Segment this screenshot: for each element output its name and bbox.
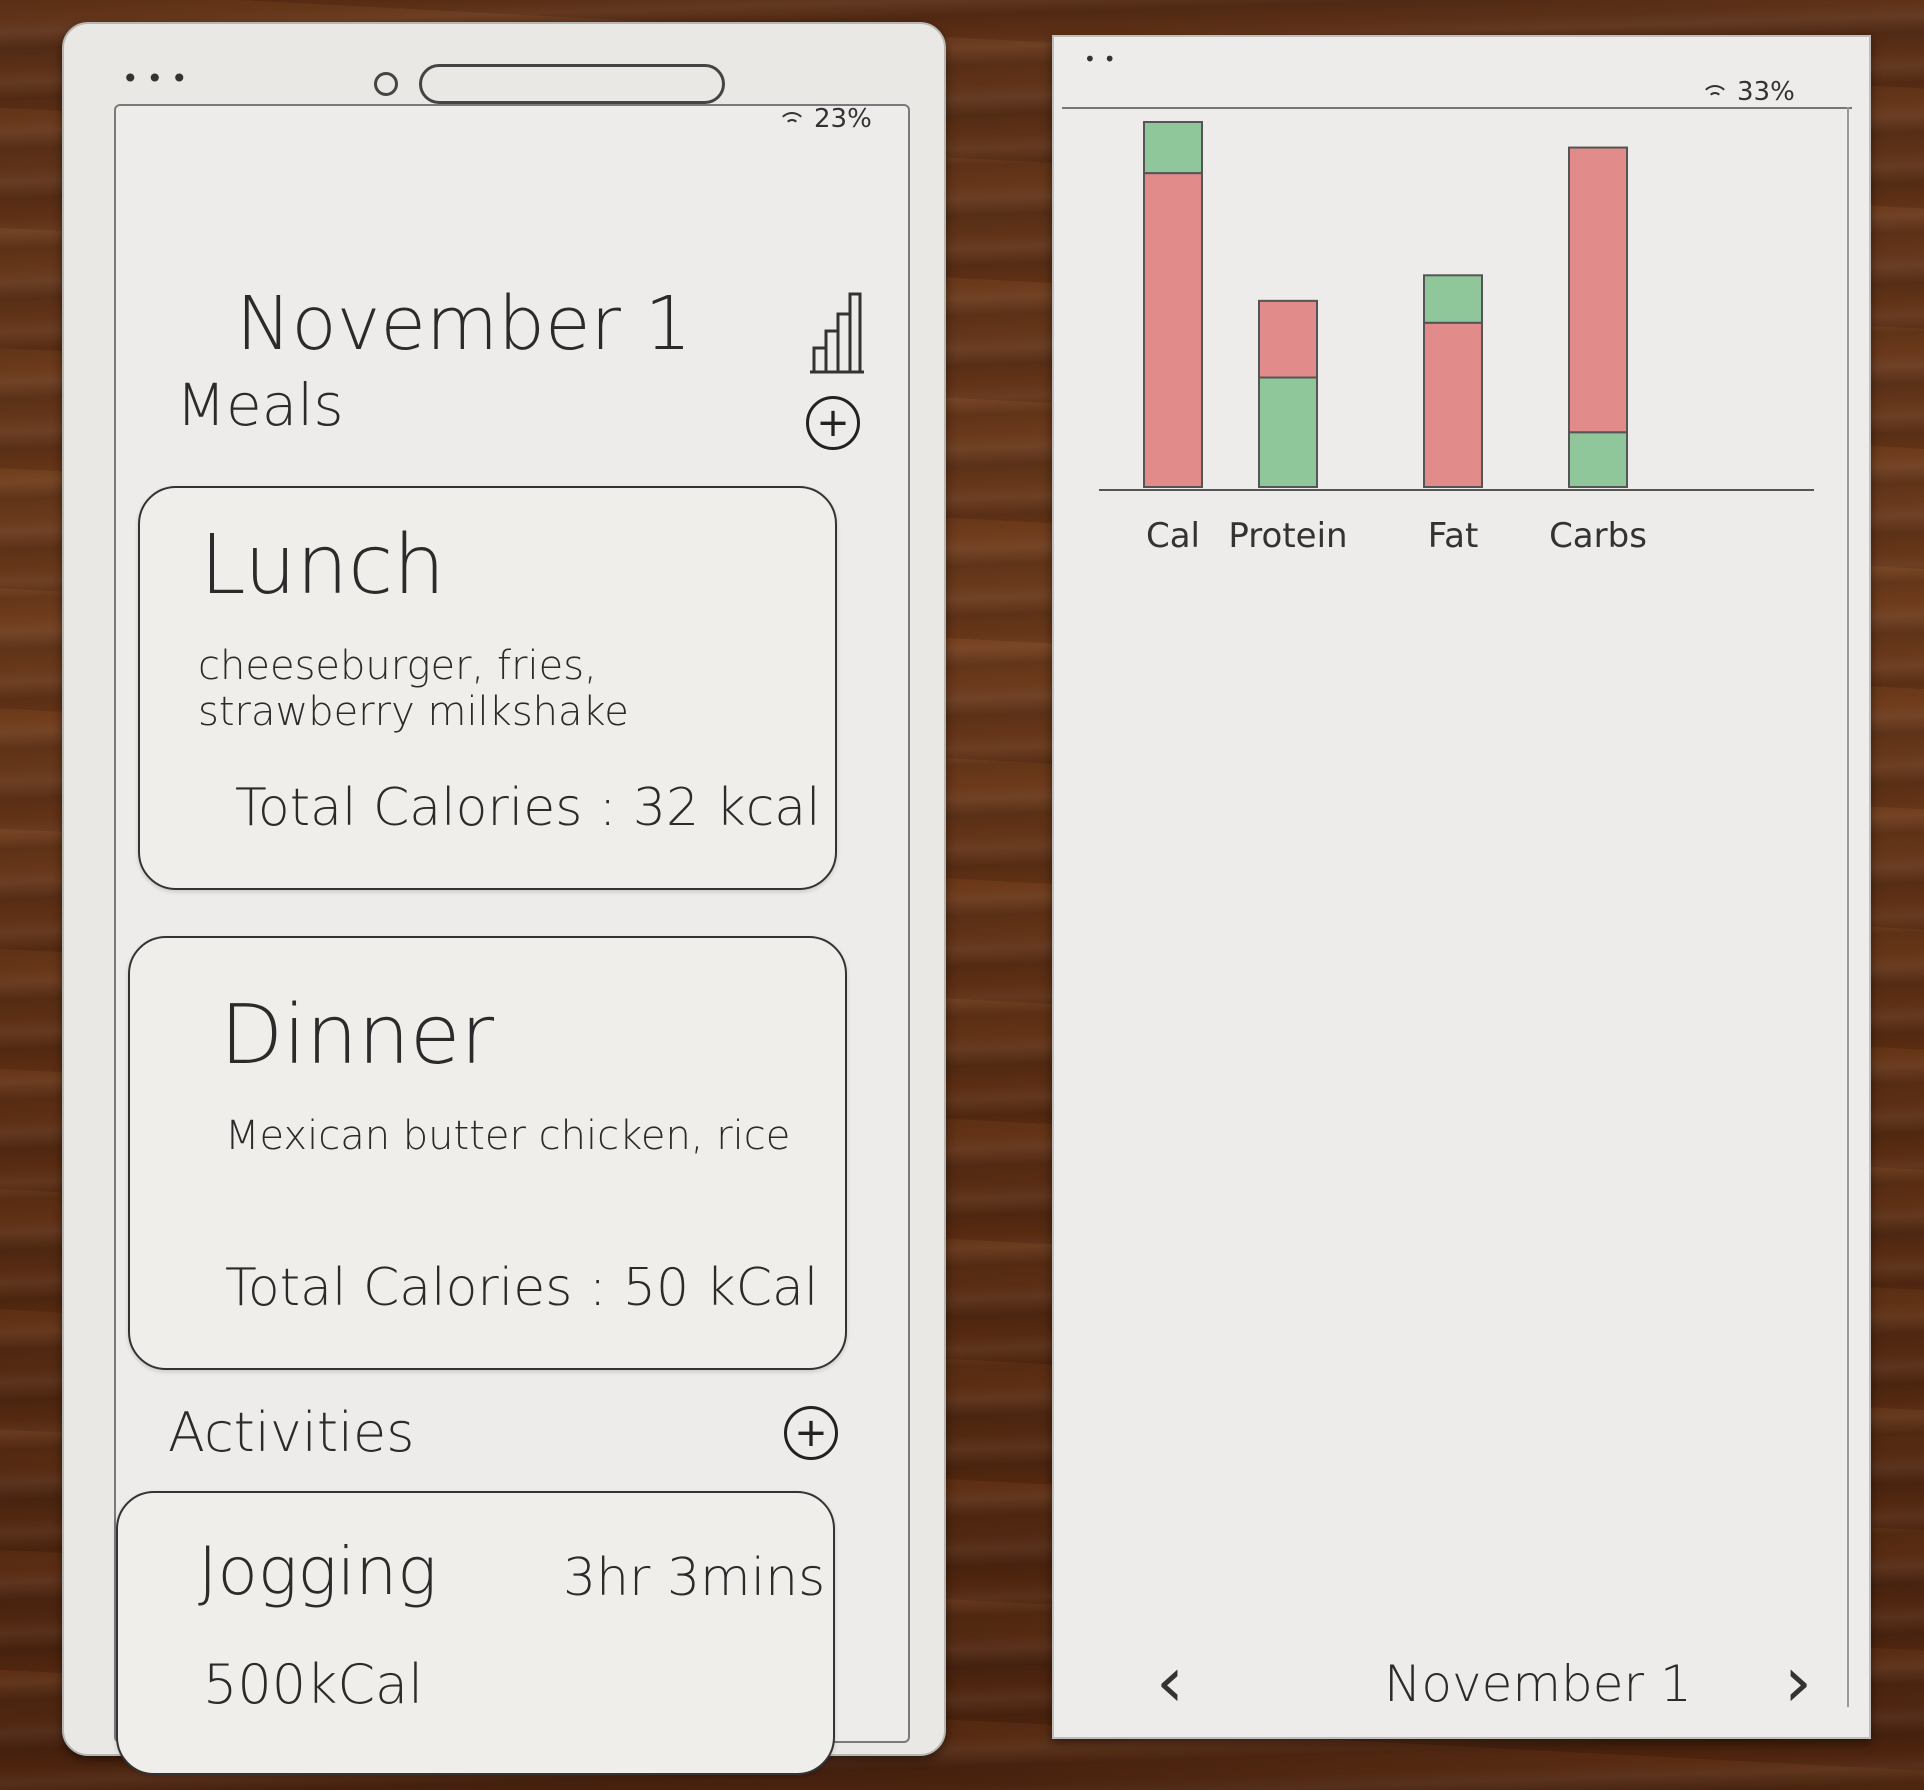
date-label: November 1 — [1384, 1655, 1692, 1713]
page-title: November 1 — [236, 281, 692, 367]
x-tick-label: Fat — [1428, 516, 1479, 556]
meal-total-calories: Total Calories : 32 kcal — [235, 778, 821, 838]
meals-heading: Meals — [176, 371, 344, 439]
add-activity-button[interactable]: + — [784, 1406, 838, 1460]
date-navigation: ‹ November 1 › — [1114, 1647, 1834, 1727]
status-bar: 23% — [776, 104, 872, 134]
meal-card-lunch[interactable]: Lunch cheeseburger, fries, strawberry mi… — [138, 486, 837, 890]
meal-description: cheeseburger, fries, strawberry milkshak… — [198, 643, 629, 735]
camera-icon — [374, 72, 398, 96]
bar-segment-protein-0 — [1258, 299, 1318, 379]
header-divider — [1062, 107, 1852, 109]
meal-description: Mexican butter chicken, rice — [225, 1113, 791, 1159]
nutrition-bar-chart: Cal Protein Fat Carbs — [1099, 121, 1814, 556]
bar-chart-icon[interactable] — [806, 286, 866, 376]
screen-area: 23% November 1 Meals + Lunch cheeseburge… — [114, 104, 910, 1775]
phone-screen-nutrition-chart: •• 33% Cal Protein Fat Carbs ‹ November 1 › — [1052, 35, 1871, 1739]
screen-edge — [1847, 107, 1849, 1707]
chevron-right-icon[interactable]: › — [1784, 1641, 1812, 1723]
wifi-icon — [1699, 83, 1729, 101]
window-dots: •• — [1084, 47, 1124, 71]
bar-segment-protein-1 — [1258, 376, 1318, 488]
activity-card-jogging[interactable]: Jogging 3hr 3mins 500kCal — [116, 1491, 835, 1775]
bar-segment-fat-1 — [1423, 274, 1483, 324]
add-meal-button[interactable]: + — [806, 396, 860, 450]
plus-icon: + — [794, 1410, 828, 1456]
status-bar: 33% — [1699, 77, 1795, 107]
bar-segment-cal-0 — [1143, 172, 1203, 488]
activity-title: Jogging — [198, 1533, 437, 1610]
bar-segment-fat-0 — [1423, 321, 1483, 488]
activity-calories: 500kCal — [203, 1653, 424, 1716]
meal-title: Dinner — [220, 988, 495, 1083]
x-tick-label: Carbs — [1549, 516, 1647, 556]
wifi-icon — [776, 110, 806, 128]
phone-screen-daily-log: ••• 23% November 1 Meals + Lunch cheeseb… — [62, 22, 946, 1775]
meal-total-calories: Total Calories : 50 kCal — [225, 1258, 819, 1318]
plus-icon: + — [816, 400, 850, 446]
bar-segment-carbs-1 — [1568, 431, 1628, 488]
x-tick-label: Protein — [1228, 516, 1347, 556]
activity-duration: 3hr 3mins — [563, 1548, 826, 1608]
bar-segment-cal-1 — [1143, 121, 1203, 175]
chevron-left-icon[interactable]: ‹ — [1156, 1641, 1184, 1723]
battery-level: 33% — [1737, 77, 1795, 107]
meal-card-dinner[interactable]: Dinner Mexican butter chicken, rice Tota… — [128, 936, 847, 1370]
battery-level: 23% — [814, 104, 872, 134]
x-tick-label: Cal — [1146, 516, 1200, 556]
meal-title: Lunch — [200, 518, 446, 613]
activities-heading: Activities — [168, 1401, 415, 1464]
bar-segment-carbs-0 — [1568, 146, 1628, 434]
window-dots: ••• — [122, 62, 196, 95]
speaker-icon — [419, 64, 725, 104]
